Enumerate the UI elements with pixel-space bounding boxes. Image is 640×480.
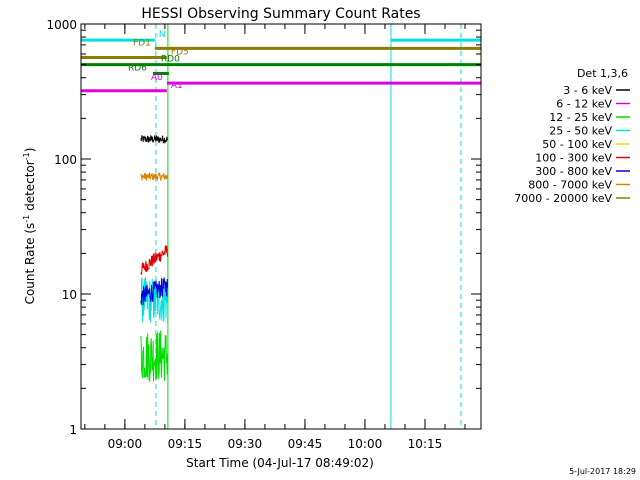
x-tick-label-0945: 09:45	[288, 437, 323, 451]
legend-label-100-300-kev: 100 - 300 keV	[535, 152, 612, 165]
x-axis-label: Start Time (04-Jul-17 08:49:02)	[186, 456, 374, 470]
flag-label-rd0: RD0	[161, 55, 180, 65]
legend-label-25-50-kev: 25 - 50 keV	[549, 125, 612, 138]
x-axis-ticks: 09:00 09:15 09:30 09:45 10:00 10:15	[84, 24, 466, 451]
plot-frame	[80, 23, 482, 430]
timestamp: 5-Jul-2017 18:29	[569, 467, 636, 476]
legend-label-50-100-kev: 50 - 100 keV	[542, 138, 612, 151]
legend-title: Det 1,3,6	[577, 67, 628, 80]
flag-label-fd1: FD1	[133, 38, 151, 48]
x-tick-label-0900: 09:00	[108, 437, 143, 451]
flag-label-a1: A1	[171, 81, 183, 91]
legend-label-3-6-kev: 3 - 6 keV	[563, 84, 612, 97]
series-trace-12-25-kev	[140, 330, 169, 382]
series-trace-100-300-kev	[140, 245, 169, 275]
flag-label-fd5: FD5	[171, 47, 189, 57]
x-tick-label-1015: 10:15	[408, 437, 443, 451]
legend-label-300-800-kev: 300 - 800 keV	[535, 165, 612, 178]
chart-title: HESSI Observing Summary Count Rates	[141, 6, 420, 22]
y-tick-label-100: 100	[54, 153, 77, 167]
legend-label-12-25-kev: 12 - 25 keV	[549, 111, 612, 124]
y-axis-label-sup1: -1	[22, 215, 31, 223]
y-tick-label-1: 1	[69, 423, 77, 437]
series-trace-300-800-kev	[140, 277, 169, 306]
x-tick-label-0930: 09:30	[228, 437, 263, 451]
series-trace-3-6-kev	[140, 134, 168, 144]
series-trace-800-7000-kev	[140, 172, 168, 181]
y-axis-label-end: )	[23, 148, 37, 153]
x-tick-label-1000: 10:00	[348, 437, 383, 451]
x-tick-label-0915: 09:15	[168, 437, 203, 451]
legend-label-7000-20000-kev: 7000 - 20000 keV	[514, 192, 612, 205]
y-axis-label: Count Rate (s-1 detector-1)	[22, 148, 37, 305]
flag-label-a0: A0	[151, 73, 163, 83]
series-traces	[140, 134, 169, 382]
y-axis-label-sup2: -1	[22, 152, 31, 160]
flag-label-n: N	[159, 30, 166, 40]
y-axis-ticks: 1 10 100 1000	[46, 18, 481, 437]
flag-label-rd6: RD6	[128, 63, 147, 73]
y-tick-label-10: 10	[62, 288, 77, 302]
legend-label-6-12-kev: 6 - 12 keV	[556, 98, 612, 111]
legend-label-800-7000-kev: 800 - 7000 keV	[528, 179, 612, 192]
y-tick-label-1000: 1000	[46, 18, 77, 32]
y-axis-label-mid: detector	[23, 160, 37, 215]
y-axis-label-main: Count Rate (s	[23, 223, 37, 305]
